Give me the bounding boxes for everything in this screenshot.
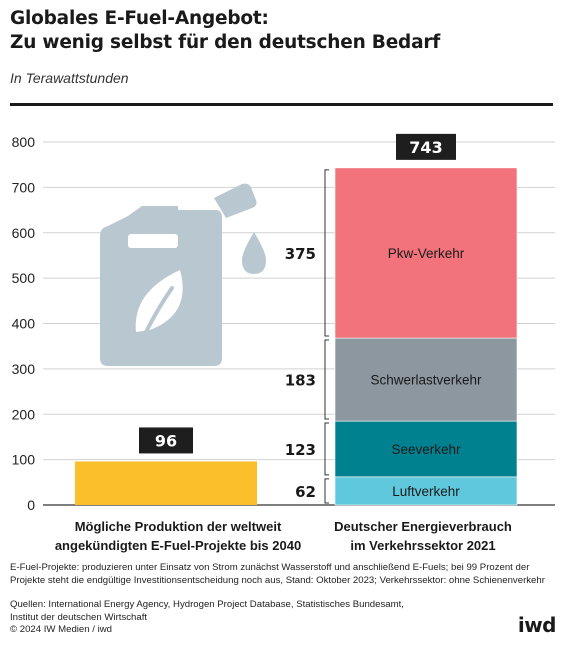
sources: Quellen: International Energy Agency, Hy… (10, 599, 490, 624)
segment-label-seeverkehr: Seeverkehr (391, 442, 461, 457)
category-label-e-fuel-line-1: Mögliche Produktion der weltweit (75, 519, 282, 534)
stack-segment-pkw-verkehr (334, 167, 518, 339)
category-label-verkehr-line-2: im Verkehrssektor 2021 (350, 538, 495, 553)
y-tick-label-100: 100 (12, 452, 36, 468)
segment-value-schwerlastverkehr: 183 (285, 372, 316, 390)
total-badge-verkehr: 743 (409, 138, 442, 157)
segment-value-seeverkehr: 123 (285, 441, 316, 459)
segment-bracket-luftverkehr (324, 478, 329, 504)
y-tick-label-0: 0 (27, 497, 35, 513)
y-tick-label-800: 800 (12, 134, 36, 150)
y-tick-label-500: 500 (12, 270, 36, 286)
title-line-1: Globales E-Fuel-Angebot: (10, 8, 269, 29)
y-tick-label-600: 600 (12, 225, 36, 241)
fuel-drop (242, 232, 266, 274)
canister-handle-slot (128, 234, 178, 248)
chart-subtitle: In Terawattstunden (10, 70, 129, 86)
header-rule (10, 103, 553, 106)
stack-segment-schwerlastverkehr (334, 337, 518, 422)
fuel-canister-leaf-icon (100, 183, 266, 366)
y-tick-label-400: 400 (12, 316, 36, 332)
total-badge-bg-e-fuel (139, 427, 193, 454)
total-badge-bg-verkehr (396, 133, 456, 160)
segment-value-luftverkehr: 62 (295, 483, 316, 501)
segment-value-pkw-verkehr: 375 (285, 245, 316, 263)
y-tick-label-200: 200 (12, 406, 36, 422)
segment-bracket-pkw-verkehr (324, 169, 329, 337)
sources-line-1: Quellen: International Energy Agency, Hy… (10, 599, 404, 610)
footnote: E-Fuel-Projekte: produzieren unter Einsa… (10, 562, 545, 586)
iwd-logo: iwd (517, 613, 557, 637)
bar-chart: 0 100 200 300 400 500 600 700 800 96 Mögliche Prod… (12, 133, 555, 553)
segment-bracket-schwerlastverkehr (324, 339, 329, 420)
title-line-2: Zu wenig selbst für den deutschen Bedarf (10, 32, 441, 53)
segment-label-schwerlastverkehr: Schwerlastverkehr (370, 373, 482, 388)
segment-label-pkw-verkehr: Pkw-Verkehr (388, 246, 465, 261)
y-tick-label-300: 300 (12, 361, 36, 377)
segment-bracket-seeverkehr (324, 422, 329, 476)
total-badge-e-fuel: 96 (155, 431, 177, 450)
category-label-verkehr-line-1: Deutscher Energieverbrauch (334, 519, 512, 534)
stack-segment-luftverkehr (334, 476, 518, 506)
leaf-shape (135, 270, 183, 332)
sources-line-2: Institut der deutschen Wirtschaft (10, 611, 148, 623)
bar-e-fuel-production (75, 461, 257, 505)
canister-spout-base (188, 216, 216, 224)
y-tick-label-700: 700 (12, 179, 36, 195)
copyright: © 2024 IW Medien / iwd (10, 624, 112, 635)
category-label-e-fuel-line-2: angekündigten E-Fuel-Projekte bis 2040 (55, 538, 301, 553)
segment-label-luftverkehr: Luftverkehr (392, 484, 460, 499)
stack-segment-seeverkehr (334, 420, 518, 478)
canister-spout (214, 183, 257, 218)
leaf-vein (144, 286, 174, 334)
chart-title: Globales E-Fuel-Angebot: Zu wenig selbst… (10, 7, 550, 55)
